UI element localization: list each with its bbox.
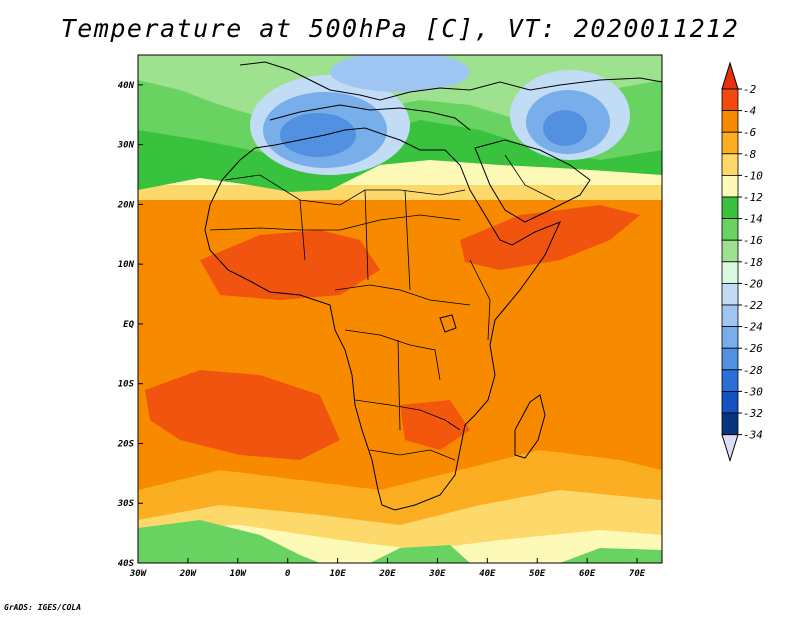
colorbar-swatch — [721, 153, 739, 176]
lat-tick-label: 10N — [118, 260, 135, 270]
map-title: Temperature at 500hPa [C], VT: 202001121… — [60, 14, 740, 43]
lon-tick-label: 10E — [329, 569, 346, 579]
field-south-green-far-east — [560, 548, 662, 563]
europe-coastline — [239, 61, 662, 101]
plot-frame — [137, 54, 663, 564]
colorbar-label: -6 — [743, 126, 757, 139]
field-cold-pool-north — [330, 55, 470, 92]
colorbar-label: -32 — [743, 407, 763, 420]
colorbar-swatch — [721, 110, 739, 133]
coastlines — [204, 61, 662, 511]
lon-tick-label: 10W — [230, 569, 248, 579]
political-borders — [209, 154, 556, 461]
lat-tick-label: 40N — [118, 81, 135, 91]
colorbar-label: -4 — [743, 105, 756, 118]
longitude-ticks: 30W 20W 10W 0 10E 20E 30E 40E 50E 60E 70E — [129, 558, 646, 579]
colorbar-label: -18 — [743, 256, 763, 269]
border-meridional-3 — [404, 189, 411, 291]
lake-victoria — [439, 314, 457, 333]
colorbar-swatch — [721, 261, 739, 284]
colorbar-label: -30 — [743, 385, 763, 398]
lon-tick-label: 30W — [129, 569, 148, 579]
border-congo — [344, 329, 441, 381]
colorbar-label: -8 — [743, 148, 757, 161]
lat-tick-label: 40S — [118, 559, 135, 569]
colorbar-swatch — [721, 390, 739, 414]
field-warm-south-atlantic — [145, 370, 340, 460]
field-warm-west-africa — [200, 230, 380, 300]
field-warm-horn — [460, 205, 640, 270]
arabia-coastline — [474, 139, 591, 223]
field-cold-pool-west-core — [280, 113, 356, 157]
colorbar-label: -16 — [743, 234, 763, 247]
colorbar-swatch — [721, 88, 739, 112]
colorbar-label: -22 — [743, 299, 763, 312]
latitude-ticks: 40N 30N 20N 10N EQ 10S 20S 30S 40S — [117, 81, 143, 569]
lat-tick-label: 30N — [117, 141, 135, 151]
colorbar-swatch — [721, 196, 739, 220]
border-arabia — [504, 154, 556, 201]
colorbar-swatch — [721, 304, 739, 328]
colorbar-label: -24 — [743, 321, 763, 334]
lon-tick-label: 20W — [179, 569, 198, 579]
field-south-green — [138, 520, 320, 563]
temperature-field — [138, 55, 662, 563]
lat-tick-label: 20N — [117, 200, 135, 210]
colorbar-label: -12 — [743, 191, 763, 204]
lon-tick-label: 30E — [428, 569, 446, 579]
lat-tick-label: 20S — [117, 439, 135, 449]
colorbar-swatch — [721, 282, 739, 306]
colorbar-swatch — [721, 174, 739, 198]
border-sahel — [209, 214, 461, 231]
colorbar-swatch — [721, 347, 739, 371]
madagascar-coastline — [514, 394, 546, 459]
colorbar-swatch — [721, 131, 739, 155]
lon-tick-label: 60E — [579, 569, 596, 579]
colorbar-label: -14 — [743, 213, 763, 226]
colorbar: -2 -4 -6 -8 -10 -12 -14 -16 -18 -20 -22 -24 -26 -28 -3… — [721, 61, 763, 463]
mediterranean-north — [269, 104, 471, 131]
border-east-africa — [469, 259, 491, 341]
lon-tick-label: 70E — [629, 569, 646, 579]
lat-tick-label: 30S — [117, 499, 135, 509]
lon-tick-label: 50E — [529, 569, 546, 579]
field-warm-south-africa — [400, 400, 470, 450]
border-central — [334, 284, 471, 306]
lon-tick-label: 0 — [285, 569, 291, 579]
colorbar-top-arrow — [721, 61, 739, 90]
lat-tick-label: EQ — [123, 320, 134, 330]
border-meridional-2 — [364, 189, 369, 281]
border-meridional-1 — [299, 199, 306, 261]
colorbar-label: -2 — [743, 83, 757, 96]
lon-tick-label: 20E — [378, 569, 396, 579]
colorbar-label: -10 — [743, 169, 763, 182]
colorbar-swatch — [721, 412, 739, 436]
colorbar-label: -20 — [743, 277, 763, 290]
colorbar-swatch — [721, 239, 739, 263]
lon-tick-label: 40E — [479, 569, 496, 579]
colorbar-swatch — [721, 326, 739, 349]
colorbar-swatch — [721, 218, 739, 241]
colorbar-bottom-arrow — [721, 434, 739, 463]
colorbar-swatch — [721, 369, 739, 392]
colorbar-label: -34 — [743, 429, 763, 442]
field-cold-pool-east-core — [543, 110, 587, 146]
africa-coastline — [204, 127, 561, 511]
border-southern — [369, 449, 456, 461]
field-south-green-east — [370, 545, 470, 563]
grads-credit: GrADS: IGES/COLA — [4, 603, 82, 612]
colorbar-label: -26 — [743, 342, 763, 355]
colorbar-label: -28 — [743, 364, 763, 377]
border-sahara — [224, 174, 466, 206]
lat-tick-label: 10S — [118, 380, 135, 390]
border-meridional-4 — [397, 339, 401, 431]
border-south — [354, 399, 461, 431]
